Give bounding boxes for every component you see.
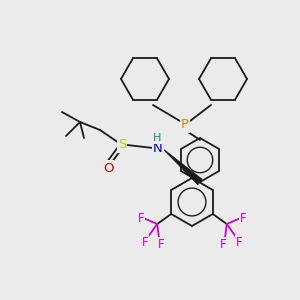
Text: F: F (236, 236, 242, 248)
Text: N: N (153, 142, 163, 154)
Text: F: F (142, 236, 148, 248)
Text: F: F (138, 212, 145, 224)
Text: S: S (118, 139, 126, 152)
Text: P: P (181, 118, 189, 131)
Text: F: F (220, 238, 226, 250)
Text: O: O (103, 161, 113, 175)
Polygon shape (162, 148, 202, 185)
Text: F: F (239, 212, 246, 224)
Text: H: H (153, 133, 161, 143)
Text: F: F (158, 238, 164, 250)
